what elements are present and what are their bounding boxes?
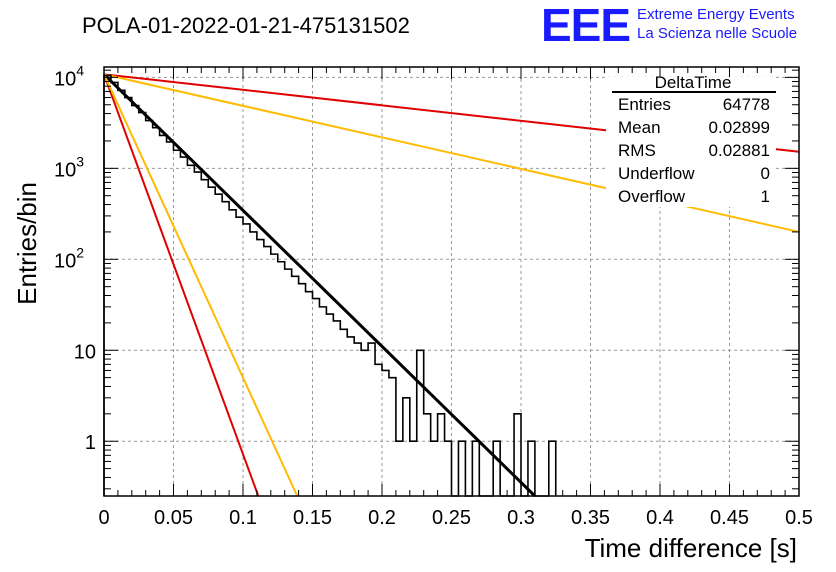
grid: [104, 67, 799, 496]
x-tick-label: 0.35: [571, 507, 610, 529]
stats-box-background: [606, 77, 776, 207]
chart-title: POLA-01-2022-01-21-475131502: [82, 13, 410, 38]
fit-line: [103, 73, 299, 497]
stats-row-label: Underflow: [618, 164, 695, 183]
histogram-outline: [103, 74, 557, 497]
x-tick-label: 0.4: [646, 507, 674, 529]
stats-row-value: 64778: [723, 95, 770, 114]
stats-row-value: 1: [761, 187, 770, 206]
eee-logo: EEE Extreme Energy Events La Scienza nel…: [541, 0, 797, 51]
x-axis-label: Time difference [s]: [585, 533, 797, 563]
stats-box-title: DeltaTime: [655, 73, 732, 92]
x-tick-label: 0.5: [785, 507, 813, 529]
x-tick-label: 0.1: [229, 507, 257, 529]
stats-row-label: Overflow: [618, 187, 686, 206]
y-tick-label: 103: [54, 153, 84, 181]
y-tick-label: 1: [85, 432, 96, 454]
histogram: [103, 74, 557, 497]
stats-box: DeltaTime Entries 64778 Mean 0.02899 RMS 0.02…: [606, 73, 776, 207]
x-tick-label: 0.2: [368, 507, 396, 529]
logo-line-1: Extreme Energy Events: [637, 6, 795, 23]
stats-row-value: 0.02881: [709, 141, 770, 160]
stats-row-label: RMS: [618, 141, 656, 160]
y-tick-label: 10: [74, 341, 96, 363]
x-tick-label: 0.3: [507, 507, 535, 529]
x-tick-label: 0.45: [710, 507, 749, 529]
x-tick-label: 0: [98, 507, 109, 529]
stats-row-value: 0: [761, 164, 770, 183]
stats-row-label: Mean: [618, 118, 661, 137]
x-tick-label: 0.25: [432, 507, 471, 529]
y-axis-label: Entries/bin: [12, 182, 42, 305]
logo-line-2: La Scienza nelle Scuole: [637, 25, 797, 42]
stats-box-rows: Entries 64778 Mean 0.02899 RMS 0.02881 Underfl…: [618, 95, 770, 206]
logo-letters: EEE: [541, 0, 630, 51]
stats-row-value: 0.02899: [709, 118, 770, 137]
x-tick-label: 0.15: [293, 507, 332, 529]
stats-row-label: Entries: [618, 95, 671, 114]
x-axis-ticks: 0 0.05 0.1 0.15 0.2 0.25 0.3 0.35 0.4 0.45 0.5: [98, 67, 813, 529]
fit-line: [102, 73, 536, 498]
fit-line: [103, 73, 260, 497]
x-tick-label: 0.05: [154, 507, 193, 529]
y-tick-label: 102: [54, 244, 84, 272]
y-tick-label: 104: [54, 62, 84, 90]
